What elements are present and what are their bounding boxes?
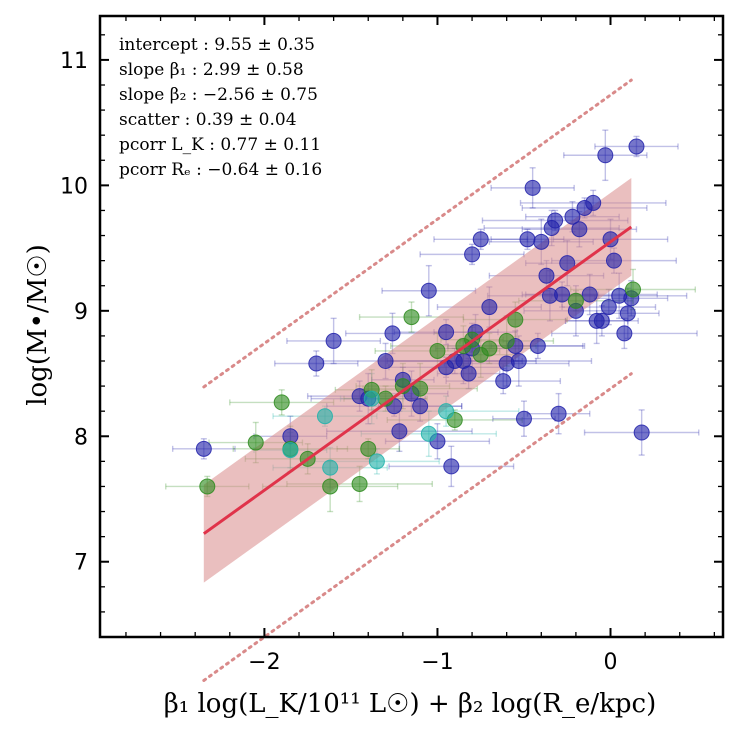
blue-point xyxy=(571,221,588,238)
blue-point xyxy=(533,233,550,250)
data-points xyxy=(195,138,650,535)
y-tick-label: 7 xyxy=(74,551,88,576)
blue-point xyxy=(600,299,617,316)
blue-point xyxy=(412,398,429,415)
green-point xyxy=(412,380,429,397)
green-point xyxy=(403,309,420,326)
annotation-slope-beta2: slope β₂ : −2.56 ± 0.75 xyxy=(119,85,318,105)
y-tick-label: 8 xyxy=(74,425,88,450)
blue-point xyxy=(460,365,477,382)
plot-frame xyxy=(98,14,725,639)
annotation-intercept: intercept : 9.55 ± 0.35 xyxy=(119,35,315,55)
green-point xyxy=(429,342,446,359)
stats-annotation: intercept : 9.55 ± 0.35 slope β₁ : 2.99 … xyxy=(119,35,322,180)
blue-point xyxy=(481,299,498,316)
blue-point xyxy=(308,355,325,372)
blue-point xyxy=(605,252,622,269)
x-tick-label: 0 xyxy=(604,650,618,675)
green-point xyxy=(360,440,377,457)
blue-point xyxy=(420,282,437,299)
cyan-point xyxy=(368,453,385,470)
blue-point xyxy=(597,147,614,164)
axis-ticks: −2 −1 0 7 8 9 10 11 xyxy=(60,16,723,675)
blue-point xyxy=(377,353,394,369)
annotation-pcorr-lk: pcorr L_K : 0.77 ± 0.11 xyxy=(119,135,321,155)
cyan-point xyxy=(316,408,333,425)
annotation-slope-beta1: slope β₁ : 2.99 ± 0.58 xyxy=(119,60,304,80)
blue-point xyxy=(619,305,636,322)
blue-point xyxy=(585,194,602,211)
blue-point xyxy=(628,138,645,155)
cyan-point xyxy=(363,390,380,407)
green-point xyxy=(498,332,515,349)
blue-point xyxy=(384,325,401,342)
blue-point xyxy=(581,286,598,303)
green-point xyxy=(481,340,498,357)
blue-point xyxy=(616,325,633,342)
green-point xyxy=(273,394,290,411)
cyan-point xyxy=(438,403,455,420)
fit-line xyxy=(202,225,633,535)
annotation-scatter: scatter : 0.39 ± 0.04 xyxy=(119,110,297,130)
annotation-pcorr-re: pcorr Rₑ : −0.64 ± 0.16 xyxy=(119,160,322,180)
green-point xyxy=(322,478,339,495)
cyan-point xyxy=(282,442,299,459)
blue-point xyxy=(443,458,460,475)
blue-point xyxy=(519,231,536,248)
blue-point xyxy=(550,405,567,422)
green-point xyxy=(247,434,264,451)
x-tick-label: −1 xyxy=(421,650,453,675)
cyan-point xyxy=(322,459,339,476)
blue-point xyxy=(495,373,512,390)
y-tick-label: 11 xyxy=(60,49,88,74)
x-axis-label: β₁ log(L_K/10¹¹ L☉) + β₂ log(R_e/kpc) xyxy=(164,689,656,719)
blue-point xyxy=(195,440,212,457)
blue-point xyxy=(515,410,532,427)
blue-point xyxy=(547,212,564,229)
blue-point xyxy=(564,208,581,225)
blue-point xyxy=(559,255,576,272)
blue-point xyxy=(391,423,408,440)
green-point xyxy=(625,281,642,298)
blue-point xyxy=(524,179,541,196)
blue-point xyxy=(538,267,555,284)
y-axis-label: log(M•/M☉) xyxy=(23,244,53,406)
x-tick-label: −2 xyxy=(248,650,280,675)
cyan-point xyxy=(420,425,437,442)
y-tick-label: 9 xyxy=(74,300,88,325)
plot-border xyxy=(98,14,725,639)
green-point xyxy=(199,478,216,495)
blue-point xyxy=(438,324,455,341)
y-tick-label: 10 xyxy=(60,174,88,199)
blue-point xyxy=(472,231,489,248)
green-point xyxy=(351,475,368,492)
green-point xyxy=(507,311,524,328)
blue-point xyxy=(510,353,527,369)
green-point xyxy=(567,292,584,309)
blue-point xyxy=(593,312,610,329)
blue-point xyxy=(633,424,650,441)
blue-point xyxy=(554,286,571,303)
blue-point xyxy=(529,337,546,354)
blue-point xyxy=(464,246,481,263)
blue-point xyxy=(325,332,342,349)
